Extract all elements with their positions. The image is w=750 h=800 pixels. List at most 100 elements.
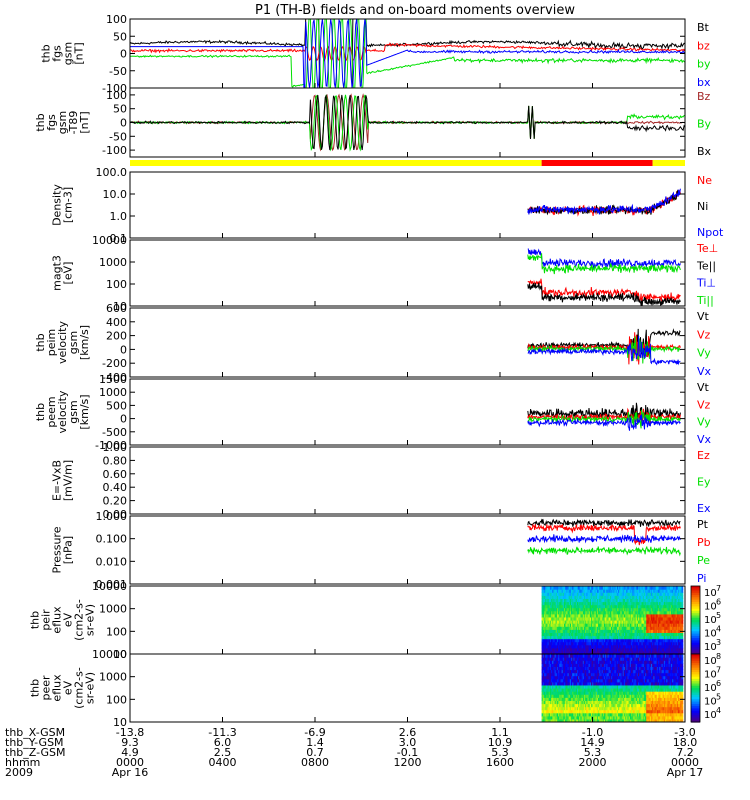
- heatmap-cell: [561, 672, 564, 677]
- heatmap-cell: [643, 623, 646, 627]
- heatmap-cell: [567, 616, 570, 621]
- heatmap-cell: [653, 626, 656, 630]
- heatmap-cell: [582, 604, 585, 609]
- heatmap-cell: [616, 613, 619, 618]
- heatmap-cell: [578, 654, 580, 658]
- heatmap-cell: [662, 592, 665, 596]
- heatmap-cell: [670, 589, 673, 593]
- heatmap-cell: [568, 703, 571, 708]
- heatmap-cell: [648, 613, 651, 618]
- heatmap-cell: [615, 589, 618, 593]
- heatmap-cell: [632, 694, 634, 698]
- heatmap-cell: [549, 700, 552, 705]
- heatmap-cell: [582, 709, 585, 714]
- heatmap-cell: [632, 644, 634, 649]
- panel-frame: [129, 18, 686, 89]
- heatmap-cell: [662, 604, 665, 609]
- heatmap-cell: [607, 666, 610, 671]
- heatmap-cell: [669, 604, 672, 609]
- heatmap-cell: [585, 626, 587, 630]
- heatmap-cell: [618, 607, 620, 612]
- heatmap-cell: [621, 694, 624, 698]
- heatmap-cell: [566, 638, 569, 643]
- heatmap-cell: [640, 718, 643, 722]
- heatmap-cell: [639, 718, 641, 722]
- heatmap-cell: [606, 663, 609, 667]
- heatmap-cell: [600, 697, 603, 701]
- heatmap-cell: [647, 589, 650, 593]
- heatmap-cell: [633, 592, 636, 596]
- mode-bar-segment: [130, 160, 542, 166]
- heatmap-cell: [655, 638, 658, 643]
- heatmap-cell: [561, 712, 564, 717]
- heatmap-cell: [585, 706, 587, 711]
- heatmap-cell: [621, 709, 624, 714]
- heatmap-cell: [559, 697, 562, 701]
- heatmap-cell: [573, 647, 576, 652]
- heatmap-cell: [650, 604, 653, 609]
- heatmap-cell: [642, 672, 645, 677]
- heatmap-cell: [634, 678, 637, 683]
- heatmap-cell: [595, 598, 598, 603]
- heatmap-cell: [629, 623, 632, 627]
- y-axis-label-line: thb: [34, 403, 47, 421]
- heatmap-cell: [606, 616, 609, 621]
- heatmap-cell: [638, 669, 640, 674]
- heatmap-cell: [544, 681, 546, 686]
- panel-5: VtVzVyVx6004002000-200-400thbpeimvelocit…: [34, 302, 712, 384]
- heatmap-cell: [606, 589, 609, 593]
- heatmap-cell: [616, 626, 619, 630]
- heatmap-cell: [642, 650, 645, 654]
- heatmap-cell: [600, 638, 603, 643]
- heatmap-cell: [599, 688, 601, 692]
- heatmap-cell: [585, 632, 587, 637]
- heatmap-cell: [632, 669, 634, 674]
- heatmap-cell: [551, 715, 553, 720]
- heatmap-cell: [558, 610, 560, 615]
- heatmap-cell: [674, 601, 677, 606]
- heatmap-cell: [635, 669, 638, 674]
- heatmap-cell: [593, 601, 596, 606]
- heatmap-cell: [591, 718, 593, 722]
- heatmap-cell: [640, 613, 643, 618]
- heatmap-cell: [646, 644, 648, 649]
- heatmap-cell: [653, 638, 656, 643]
- colorbar-step: [691, 635, 700, 639]
- heatmap-cell: [631, 684, 633, 689]
- heatmap-cell: [635, 623, 638, 627]
- heatmap-cell: [587, 595, 590, 599]
- heatmap-cell: [670, 610, 673, 615]
- heatmap-cell: [564, 706, 566, 711]
- heatmap-cell: [614, 592, 617, 596]
- heatmap-cell: [594, 654, 597, 658]
- heatmap-cell: [589, 647, 592, 652]
- heatmap-cell: [636, 703, 639, 708]
- y-tick-label: 0.010: [96, 555, 128, 568]
- heatmap-cell: [602, 644, 605, 649]
- heatmap-cell: [562, 647, 565, 652]
- heatmap-cell: [583, 669, 586, 674]
- panel-plot-area: [527, 188, 681, 217]
- heatmap-cell: [583, 620, 586, 624]
- heatmap-cell: [582, 641, 585, 646]
- heatmap-cell: [620, 595, 623, 599]
- heatmap-cell: [564, 678, 566, 683]
- heatmap-cell: [618, 626, 620, 630]
- heatmap-cell: [609, 635, 612, 640]
- heatmap-cell: [603, 672, 606, 677]
- heatmap-cell: [614, 638, 617, 643]
- heatmap-cell: [635, 718, 638, 722]
- panel-plot-area: [527, 518, 681, 557]
- heatmap-cell: [673, 635, 676, 640]
- heatmap-cell: [611, 691, 613, 695]
- heatmap-cell: [591, 607, 593, 612]
- heatmap-cell: [659, 632, 661, 637]
- y-axis-label-line: thb: [29, 611, 42, 629]
- heatmap-cell: [635, 607, 638, 612]
- heatmap-cell: [579, 715, 581, 720]
- heatmap-cell: [594, 595, 597, 599]
- heatmap-cell: [641, 632, 644, 637]
- heatmap-cell: [681, 586, 684, 590]
- heatmap-cell: [602, 700, 605, 705]
- heatmap-cell: [621, 675, 624, 680]
